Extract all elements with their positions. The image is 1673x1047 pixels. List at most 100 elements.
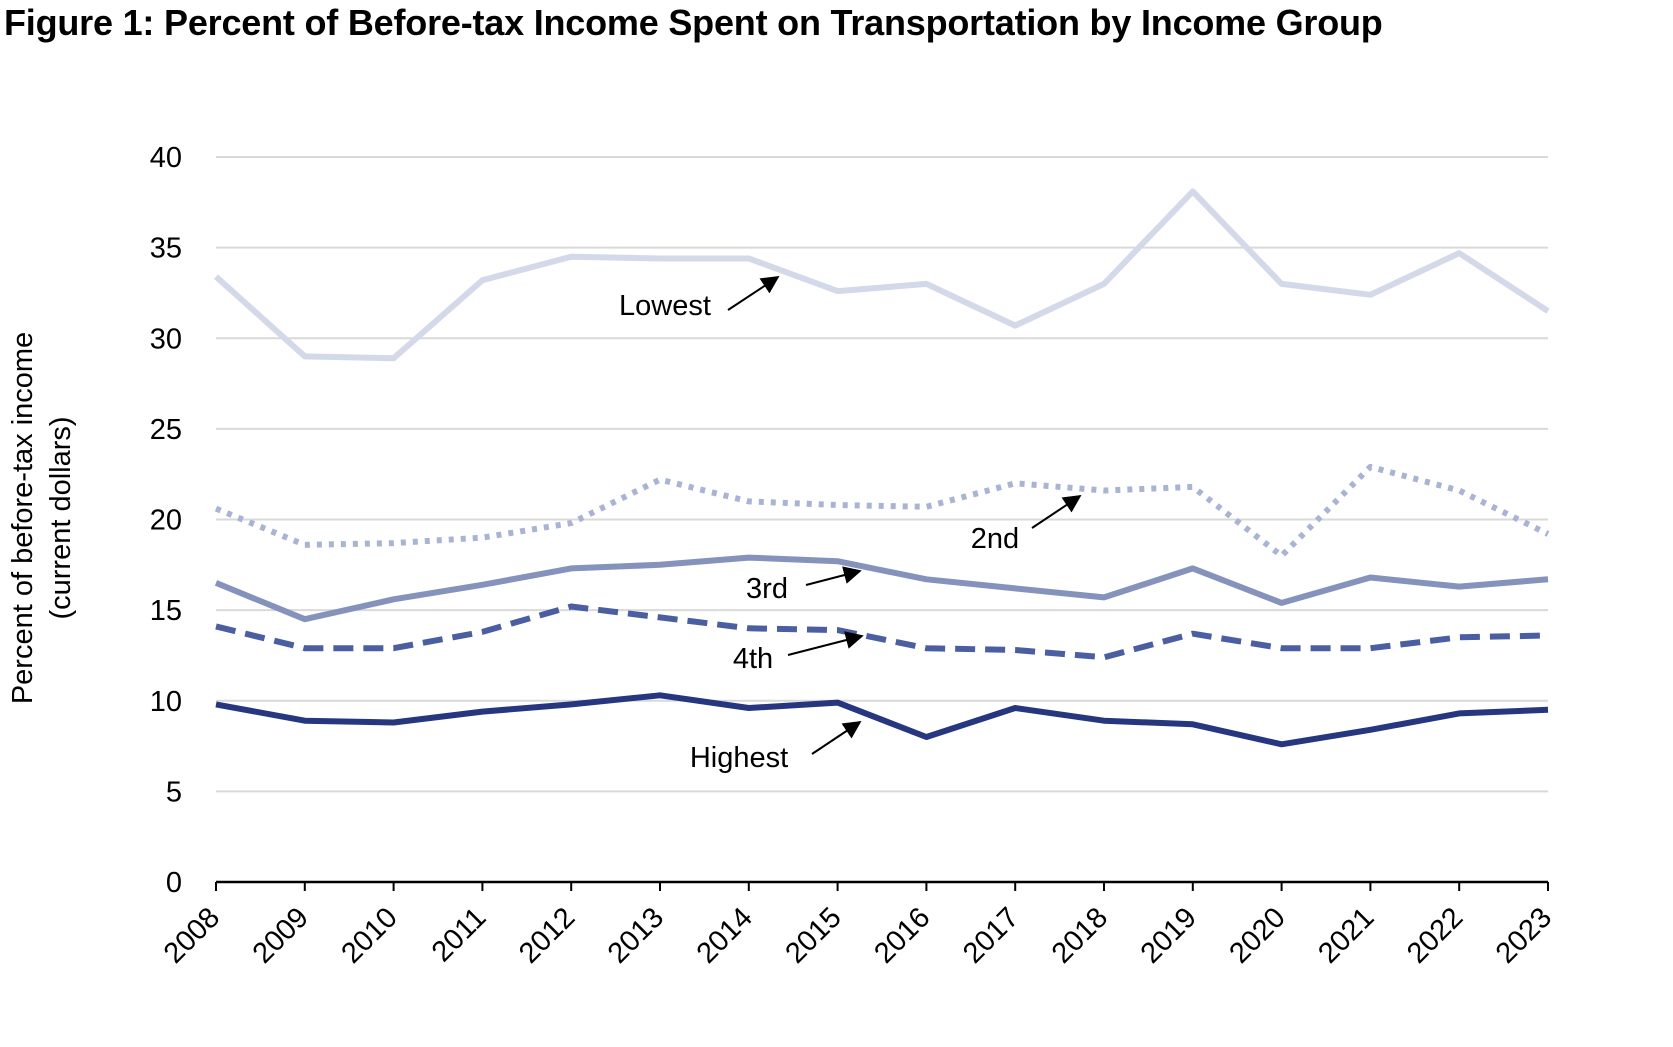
data-point-4th <box>835 627 841 633</box>
x-tick-label: 2019 <box>1135 901 1203 969</box>
data-point-2nd <box>568 520 574 526</box>
data-point-2nd <box>1545 531 1551 537</box>
data-point-4th <box>391 645 397 651</box>
x-tick-label: 2010 <box>335 901 403 969</box>
data-point-highest <box>923 734 929 740</box>
data-point-lowest <box>391 355 397 361</box>
y-axis-title: Percent of before-tax income (current do… <box>7 332 77 704</box>
x-tick-label: 2021 <box>1312 901 1380 969</box>
data-point-highest <box>568 701 574 707</box>
x-tick-label: 2015 <box>779 901 847 969</box>
data-point-lowest <box>479 277 485 283</box>
y-tick-label: 15 <box>150 595 182 627</box>
data-point-highest <box>1012 705 1018 711</box>
data-point-2nd <box>1101 488 1107 494</box>
data-point-2nd <box>1367 464 1373 470</box>
x-tick-label: 2012 <box>513 901 581 969</box>
data-point-highest <box>835 700 841 706</box>
series-line-lowest <box>213 188 1550 362</box>
data-point-highest <box>213 701 219 707</box>
data-point-highest <box>746 705 752 711</box>
data-point-lowest <box>568 254 574 260</box>
series-label-4th: 4th <box>733 643 773 675</box>
data-point-lowest <box>746 256 752 262</box>
data-point-3rd <box>657 562 663 568</box>
series-label-3rd: 3rd <box>746 573 788 605</box>
data-point-highest <box>1456 710 1462 716</box>
data-point-2nd <box>835 502 841 508</box>
data-point-4th <box>746 625 752 631</box>
x-tick-label: 2018 <box>1046 901 1114 969</box>
data-point-3rd <box>479 582 485 588</box>
data-point-4th <box>1367 645 1373 651</box>
data-point-2nd <box>657 477 663 483</box>
y-tick-label: 40 <box>150 142 182 174</box>
data-point-highest <box>479 709 485 715</box>
data-point-3rd <box>1190 565 1196 571</box>
data-point-4th <box>479 629 485 635</box>
arrow-icon <box>805 566 862 586</box>
data-point-3rd <box>923 576 929 582</box>
data-point-4th <box>1456 634 1462 640</box>
x-tick-label: 2017 <box>957 901 1025 969</box>
data-point-2nd <box>1012 480 1018 486</box>
data-point-highest <box>302 718 308 724</box>
data-point-highest <box>1101 718 1107 724</box>
y-tick-label: 0 <box>166 867 182 899</box>
y-tick-label: 5 <box>166 776 182 808</box>
data-point-highest <box>1545 707 1551 713</box>
data-point-4th <box>1012 647 1018 653</box>
x-tick-label: 2009 <box>247 901 315 969</box>
y-axis-label-sub: (current dollars) <box>45 416 77 619</box>
data-point-highest <box>1367 727 1373 733</box>
data-point-lowest <box>1012 323 1018 329</box>
data-point-4th <box>1190 631 1196 637</box>
data-point-2nd <box>1279 553 1285 559</box>
arrow-icon <box>727 276 780 311</box>
x-tick-label: 2023 <box>1490 901 1558 969</box>
x-tick-label: 2014 <box>691 901 759 969</box>
data-point-lowest <box>657 256 663 262</box>
y-tick-label: 20 <box>150 505 182 537</box>
data-point-2nd <box>391 540 397 546</box>
y-tick-label: 30 <box>150 323 182 355</box>
data-point-3rd <box>1545 576 1551 582</box>
data-point-lowest <box>1279 281 1285 287</box>
data-point-3rd <box>1012 585 1018 591</box>
data-point-2nd <box>302 542 308 548</box>
data-point-3rd <box>1101 594 1107 600</box>
data-point-lowest <box>1190 188 1196 194</box>
data-point-lowest <box>923 281 929 287</box>
series-label-highest: Highest <box>690 742 788 774</box>
series-lines <box>213 188 1551 748</box>
x-tick-label: 2022 <box>1401 901 1469 969</box>
x-tick-label: 2020 <box>1223 901 1291 969</box>
data-point-2nd <box>923 504 929 510</box>
data-point-2nd <box>746 498 752 504</box>
data-point-3rd <box>1456 584 1462 590</box>
series-line-3rd <box>214 554 1549 623</box>
y-tick-label: 35 <box>150 233 182 265</box>
data-point-3rd <box>568 565 574 571</box>
series-label-2nd: 2nd <box>971 523 1019 555</box>
data-point-lowest <box>1367 292 1373 298</box>
arrow-icon <box>1031 495 1082 529</box>
data-point-highest <box>1190 721 1196 727</box>
data-point-3rd <box>302 616 308 622</box>
data-point-4th <box>1101 654 1107 660</box>
data-point-lowest <box>302 353 308 359</box>
data-point-highest <box>391 720 397 726</box>
data-point-3rd <box>1367 575 1373 581</box>
y-tick-label: 10 <box>150 686 182 718</box>
data-point-4th <box>302 645 308 651</box>
x-tick-label: 2008 <box>158 901 226 969</box>
data-point-4th <box>657 614 663 620</box>
data-point-4th <box>1545 633 1551 639</box>
x-tick-label: 2016 <box>868 901 936 969</box>
data-point-2nd <box>1456 488 1462 494</box>
axes: 0 5 10 15 20 25 30 35 40 2008 2009 2010 2011 2012 2013… <box>150 142 1558 970</box>
arrow-icon <box>811 721 862 755</box>
series-line-4th <box>215 603 1549 661</box>
gridlines <box>216 156 1548 793</box>
data-point-4th <box>213 623 219 629</box>
